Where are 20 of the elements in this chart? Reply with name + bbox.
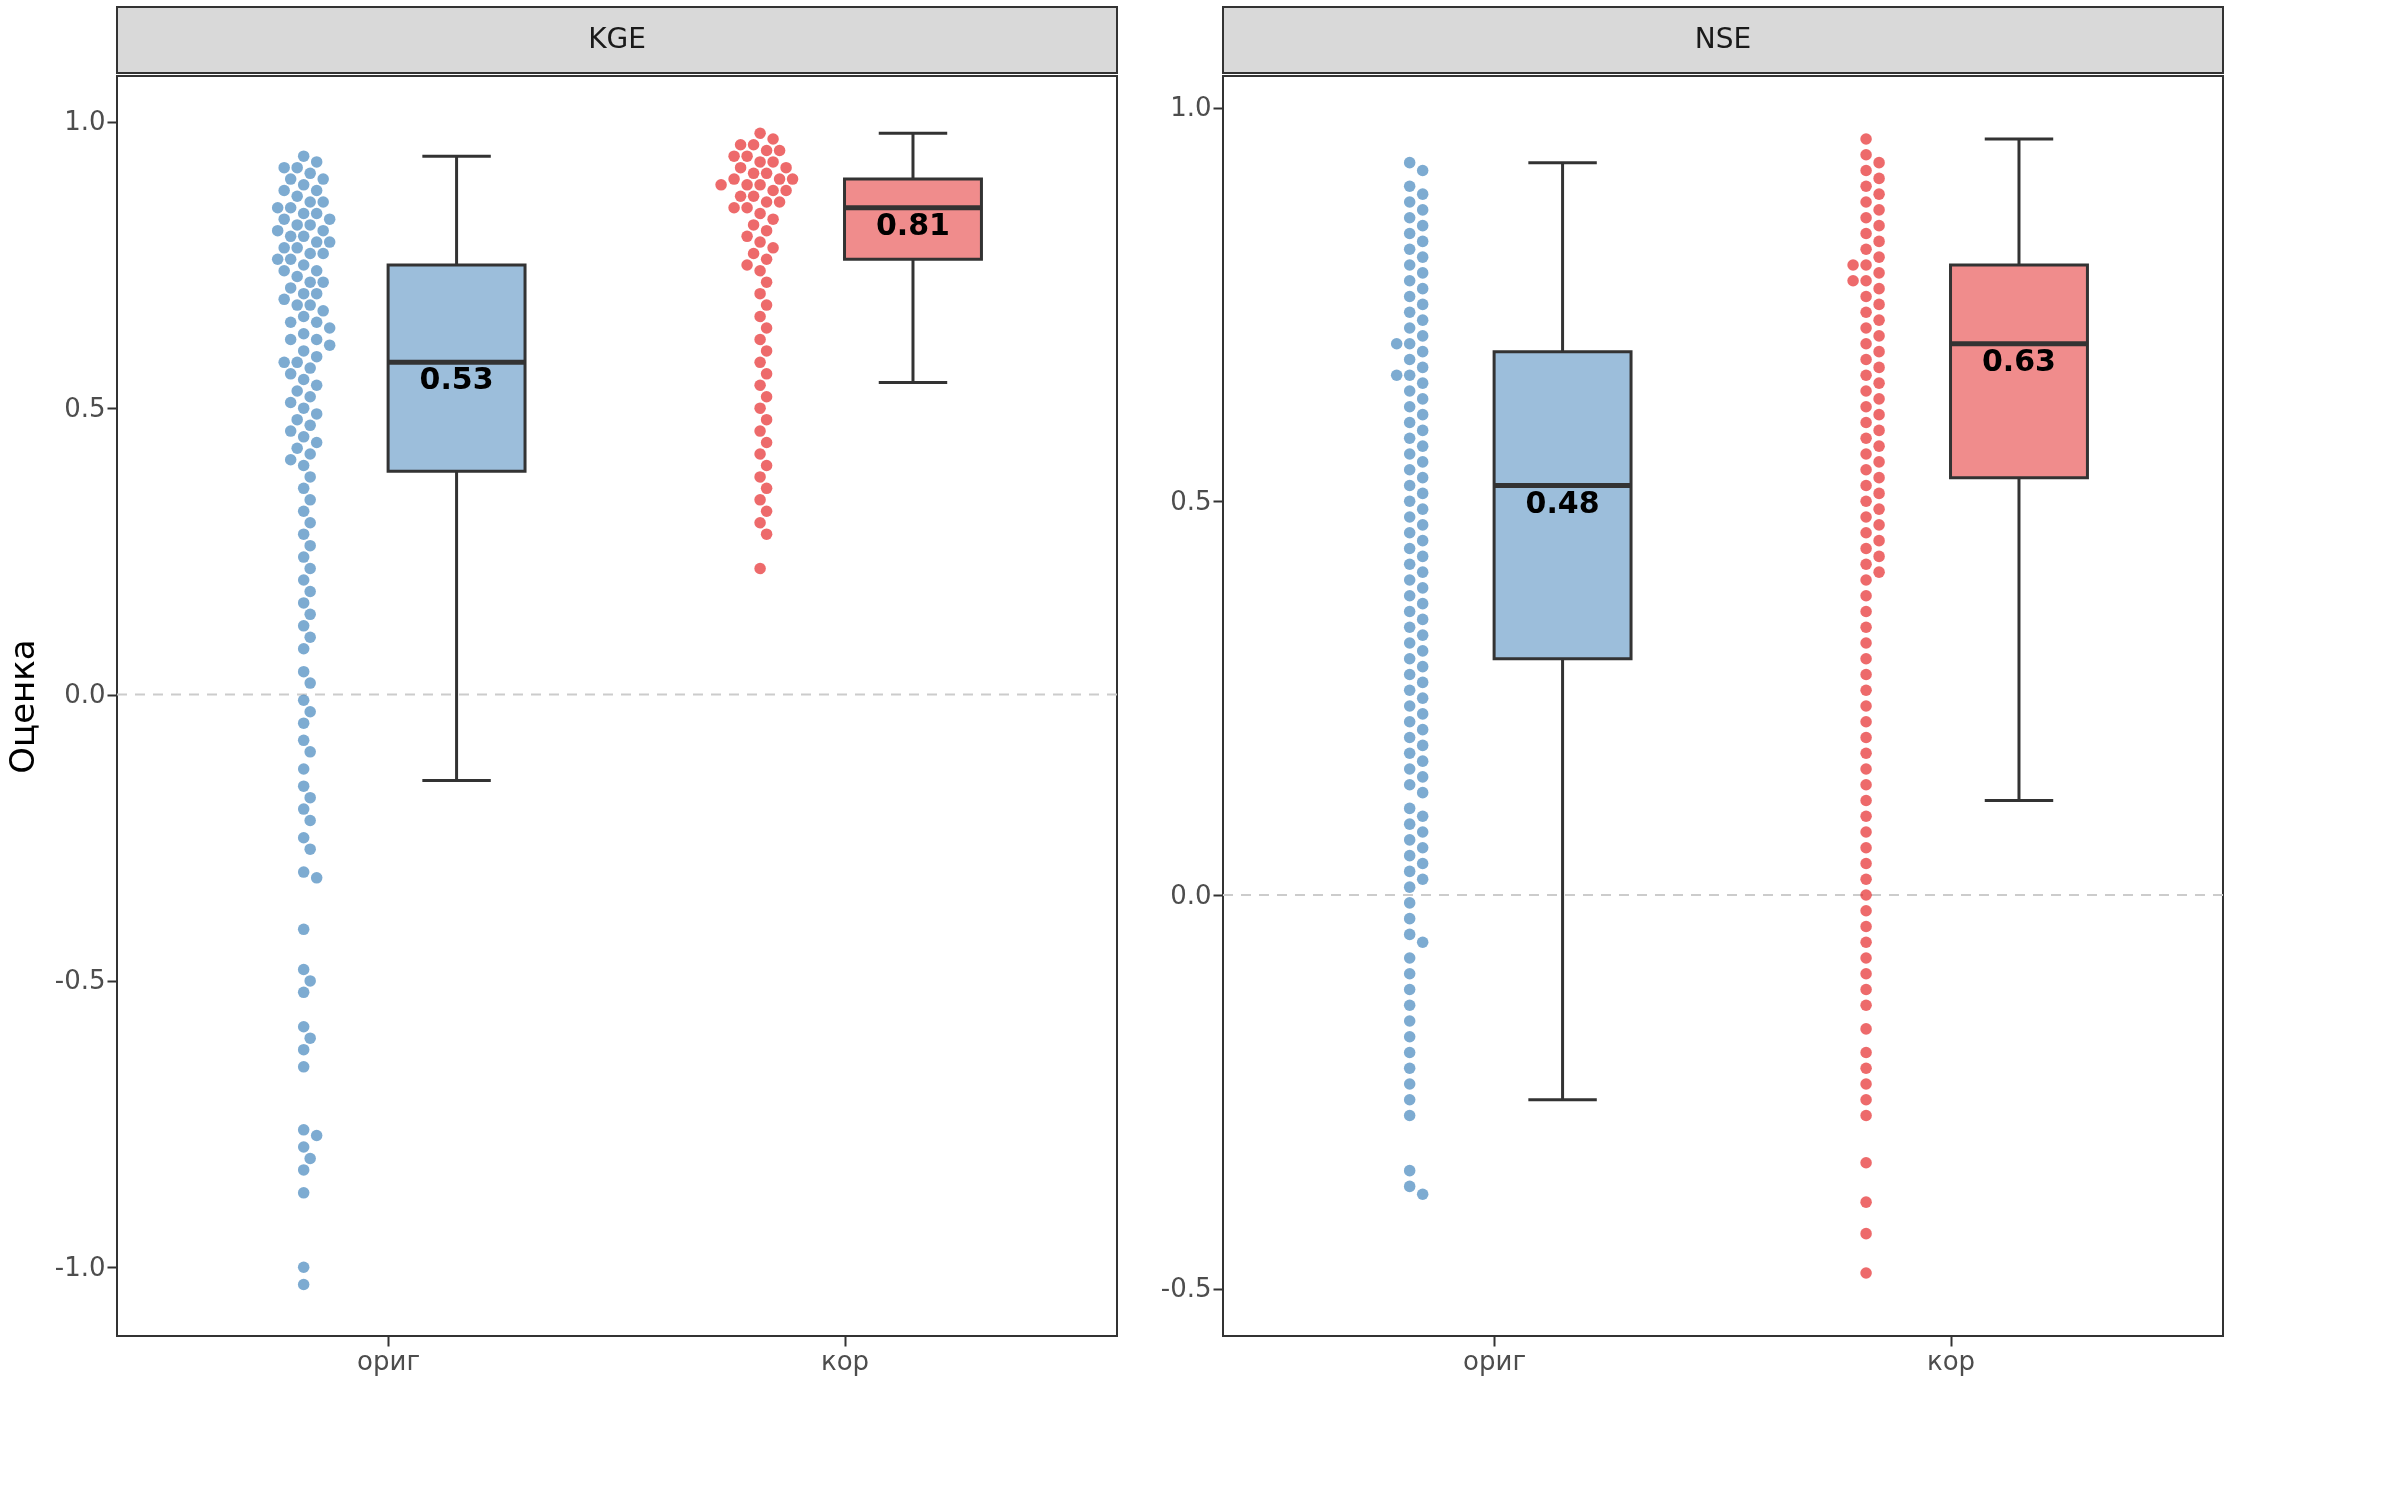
x-tick-label: кор — [820, 1345, 870, 1376]
x-tick-label: ориг — [357, 1345, 421, 1376]
text: 0.63 — [1981, 342, 2056, 378]
y-tick-label: 1.0 — [64, 106, 106, 137]
x-tick-label: кор — [1926, 1345, 1976, 1376]
y-tick-label: -0.5 — [1160, 1273, 1212, 1304]
y-tick-label: 0.0 — [1170, 879, 1212, 910]
x-tick-label: ориг — [1463, 1345, 1527, 1376]
y-tick-label: 0.5 — [1170, 485, 1212, 516]
y-axis-title: Оценка — [1, 639, 42, 774]
chart-title: NSE — [1694, 22, 1752, 55]
text: 0.53 — [419, 361, 494, 397]
y-tick-label: -1.0 — [54, 1251, 106, 1282]
y-tick-label: 0.5 — [64, 392, 106, 423]
chart-title: KGE — [588, 22, 646, 55]
text: 0.81 — [875, 206, 950, 242]
y-tick-label: -0.5 — [54, 965, 106, 996]
y-tick-label: 0.0 — [64, 679, 106, 710]
y-tick-label: 1.0 — [1170, 92, 1212, 122]
text: 0.48 — [1525, 484, 1600, 520]
